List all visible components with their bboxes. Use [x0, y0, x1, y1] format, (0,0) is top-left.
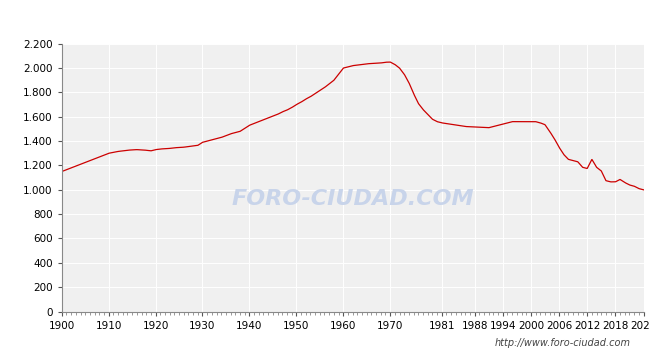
Text: FORO-CIUDAD.COM: FORO-CIUDAD.COM	[231, 189, 474, 209]
Text: http://www.foro-ciudad.com: http://www.foro-ciudad.com	[495, 338, 630, 348]
Text: Jayena (Municipio) - Evolucion del numero de Habitantes: Jayena (Municipio) - Evolucion del numer…	[90, 12, 560, 26]
